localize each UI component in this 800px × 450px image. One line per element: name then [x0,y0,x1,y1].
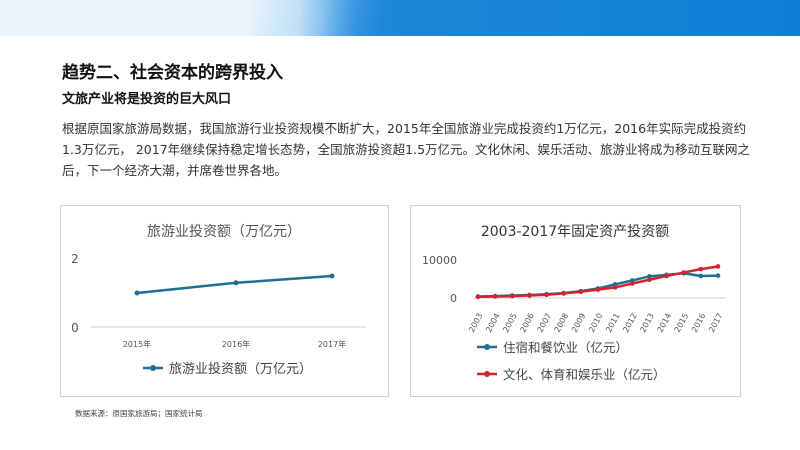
body-paragraph: 根据原国家旅游局数据，我国旅游行业投资规模不断扩大，2015年全国旅游业完成投资… [62,121,751,178]
chart1-ytick-bottom: 0 [71,321,79,335]
chart2-legend: 住宿和餐饮业（亿元） 文化、体育和娱乐业（亿元） [477,340,666,382]
chart2-series-1-point-14 [698,273,704,279]
chart2-series-1-line [477,272,719,298]
chart2-series-2-point-15 [715,264,721,269]
chart2-xtick-2005: 2005 [501,312,519,334]
chart2-xtick-2008: 2008 [553,312,571,334]
chart2-xtick-2017: 2017 [707,312,725,334]
fixed-asset-investment-chart: 2003-2017年固定资产投资额 10000 0 2003 2004 2005 20… [422,224,726,382]
tourism-investment-chart: 旅游业投资额（万亿元） 2 0 2015年 2016年 2017年 旅游业投资额（万… [71,224,366,377]
chart2-series-2-point-13 [681,270,687,275]
chart2-xtick-2010: 2010 [587,312,605,334]
chart1-title: 旅游业投资额（万亿元） [147,224,301,240]
chart2-series-2-point-8 [595,287,601,292]
chart2-legend-label-2: 文化、体育和娱乐业（亿元） [503,367,666,382]
chart2-series-2-point-11 [647,277,652,283]
fixed-asset-investment-chart-panel: 2003-2017年固定资产投资额 10000 0 2003 2004 2005 20… [410,205,741,397]
chart2-xtick-2012: 2012 [621,312,639,334]
chart2-series-2-point-12 [664,273,669,279]
chart2-xtick-2015: 2015 [673,312,691,334]
chart2-xtick-2007: 2007 [536,312,554,334]
banner-sweep [250,0,380,36]
chart1-xtick-1: 2015年 [123,339,151,349]
chart1-point-3 [329,273,335,279]
chart2-title: 2003-2017年固定资产投资额 [481,224,669,240]
chart2-legend-label-1: 住宿和餐饮业（亿元） [503,340,628,355]
chart2-ytick-top: 10000 [422,254,457,267]
chart2-xtick-2006: 2006 [518,312,536,334]
chart2-xtick-2016: 2016 [690,312,708,334]
tourism-investment-chart-panel: 旅游业投资额（万亿元） 2 0 2015年 2016年 2017年 旅游业投资额（万… [60,205,389,397]
chart2-series-2-point-14 [698,266,704,272]
chart2-series-1-point-11 [647,274,652,279]
chart2-series-2-point-9 [612,285,618,290]
chart2-series-2-point-2 [492,294,498,299]
data-source-note: 数据来源：原国家旅游局；国家统计局 [75,409,203,418]
top-banner [0,0,800,36]
chart2-xtick-2004: 2004 [484,312,502,334]
page-heading: 趋势二、社会资本的跨界投入 [62,63,283,83]
page-subheading: 文旅产业将是投资的巨大风口 [62,92,232,107]
chart2-ytick-bottom: 0 [450,292,457,305]
chart2-series-2-point-6 [561,291,567,296]
chart2-xtick-2003: 2003 [467,312,485,334]
chart1-point-2 [233,280,239,286]
chart1-xtick-2: 2016年 [222,339,250,349]
chart1-ytick-top: 2 [71,252,79,266]
chart1-legend-label: 旅游业投资额（万亿元） [169,361,312,377]
chart2-xtick-2014: 2014 [656,312,674,334]
chart2-series-2-point-5 [544,292,549,298]
chart2-xtick-2011: 2011 [604,312,622,334]
chart2-series-2-point-4 [527,293,532,298]
chart2-legend-marker-1 [484,344,490,350]
chart2-xtick-2009: 2009 [570,312,588,334]
chart2-xtick-2013: 2013 [638,312,656,334]
chart2-series-2-point-1 [475,294,481,300]
chart2-series-2-point-3 [509,293,515,299]
chart1-xtick-3: 2017年 [318,339,346,349]
chart1-point-1 [134,290,140,296]
chart1-legend: 旅游业投资额（万亿元） [143,361,312,377]
chart1-legend-marker [150,365,156,371]
chart2-legend-marker-2 [484,371,490,377]
chart2-series-1-point-15 [715,273,721,278]
chart2-series-2-point-7 [578,289,584,295]
chart2-series-2-point-10 [629,281,635,286]
